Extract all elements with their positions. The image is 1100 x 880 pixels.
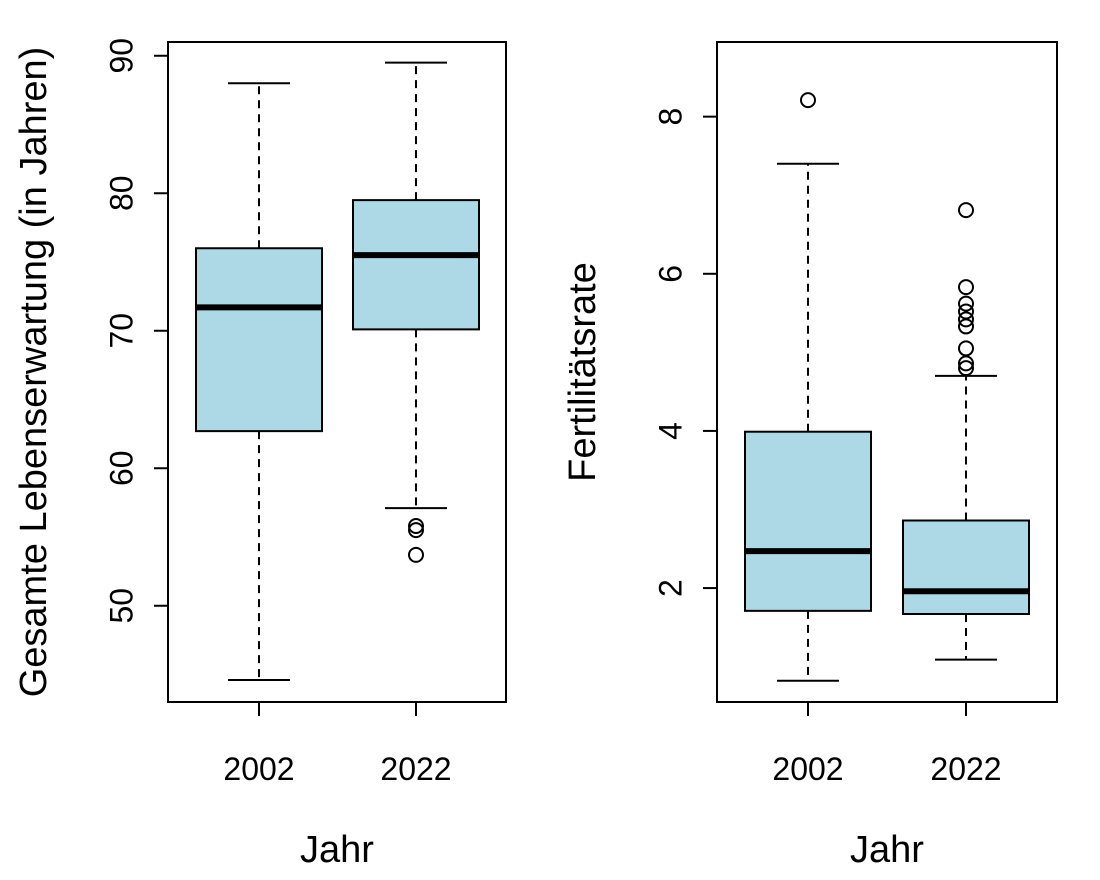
y-tick-label: 2 bbox=[652, 579, 688, 597]
x-tick-label: 2002 bbox=[772, 751, 843, 787]
life-expectancy-boxplot: 50 60 70 80 90 2002 2022 Jahr Gesamte Lebenserwa… bbox=[13, 38, 507, 871]
box-2002 bbox=[195, 82, 323, 681]
outlier-point bbox=[958, 202, 974, 219]
x-tick-label: 2022 bbox=[380, 751, 451, 787]
outlier-point bbox=[958, 311, 974, 328]
outlier-point bbox=[958, 318, 974, 335]
y-axis-title: Gesamte Lebenserwartung (in Jahren) bbox=[13, 47, 55, 698]
y-tick-label: 4 bbox=[652, 422, 688, 440]
outlier-point bbox=[958, 279, 974, 296]
box-2022 bbox=[902, 202, 1030, 661]
fertility-rate-boxplot: 2 4 6 8 2002 2022 Jahr Fertilitätsrate bbox=[562, 41, 1058, 871]
iqr-box bbox=[352, 199, 480, 331]
y-tick-label: 6 bbox=[652, 265, 688, 283]
outlier-point bbox=[958, 295, 974, 312]
outlier-point bbox=[408, 518, 424, 534]
y-tick-label: 90 bbox=[103, 38, 139, 74]
outlier-point bbox=[958, 355, 974, 372]
y-tick-label: 8 bbox=[652, 108, 688, 126]
outlier-point bbox=[408, 546, 424, 563]
x-tick-label: 2022 bbox=[930, 751, 1001, 787]
x-axis-title: Jahr bbox=[850, 829, 924, 871]
y-tick-label: 50 bbox=[103, 588, 139, 624]
plot-frame bbox=[167, 41, 507, 703]
box-2002 bbox=[744, 92, 872, 682]
plot-frame bbox=[716, 41, 1058, 703]
x-axis-title: Jahr bbox=[300, 829, 374, 871]
x-tick-label: 2002 bbox=[223, 751, 294, 787]
outlier-point bbox=[800, 92, 816, 109]
y-tick-label: 60 bbox=[103, 450, 139, 486]
iqr-box bbox=[195, 247, 323, 433]
box-2022 bbox=[352, 61, 480, 563]
y-tick-label: 70 bbox=[103, 313, 139, 349]
outlier-point bbox=[408, 522, 424, 539]
outlier-point bbox=[958, 360, 974, 377]
iqr-box bbox=[902, 519, 1030, 615]
iqr-box bbox=[744, 430, 872, 612]
outlier-point bbox=[958, 340, 974, 357]
y-axis-title: Fertilitätsrate bbox=[562, 262, 604, 482]
y-tick-label: 80 bbox=[103, 175, 139, 211]
